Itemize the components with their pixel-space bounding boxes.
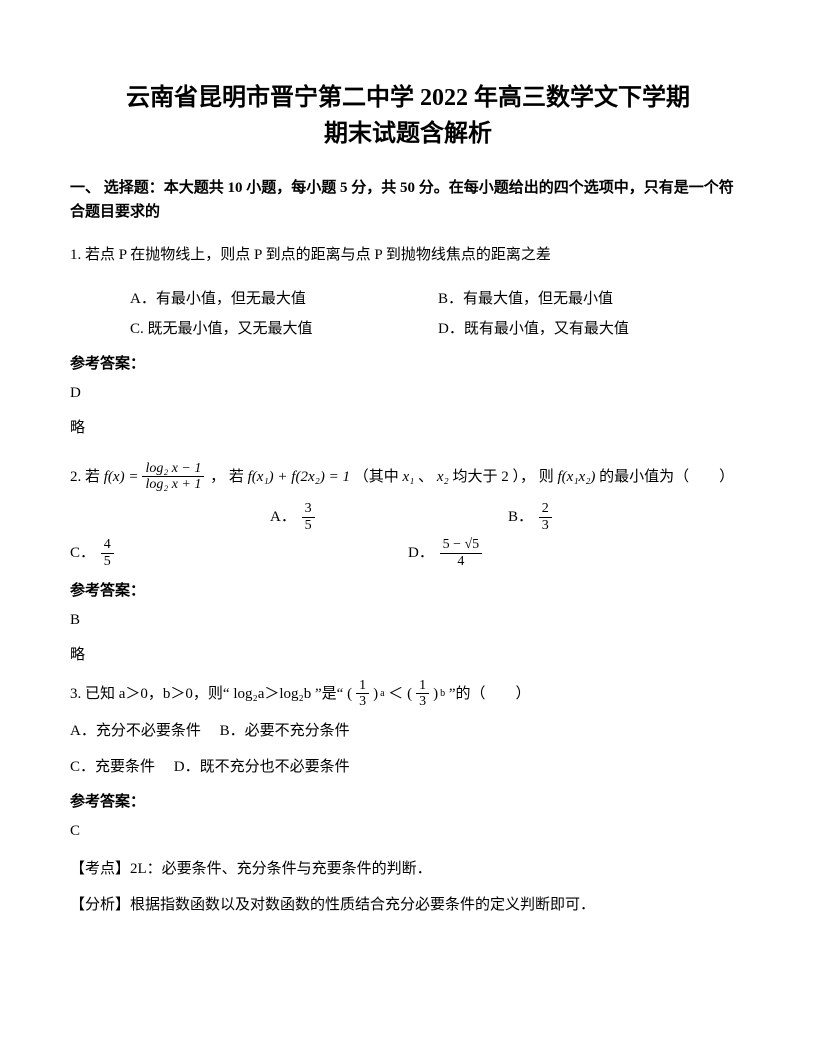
q2-frac-den: log₂ x + 1 [142,477,204,492]
q2-option-b: B． 2 3 [508,499,746,535]
q3-text: 3. 已知 a＞0，b＞0，则“ log₂a＞log₂b ”是“ ( 1 3 )… [70,678,746,710]
q2-options: A． 3 5 B． 2 3 C． 4 5 [70,499,746,571]
q2-optB-frac: 2 3 [539,501,552,533]
q1-option-b: B．有最大值，但无最小值 [438,284,746,314]
q1-answer-label: 参考答案： [70,352,746,373]
q3-prefix: 3. 已知 a＞0，b＞0，则“ log₂a＞log₂b ”是“ [70,686,347,702]
q2-sep: 、 [418,469,433,485]
q3-base-1: 1 3 [356,678,369,710]
q3-base-2: 1 3 [416,678,429,710]
q2-optA-den: 5 [302,518,315,533]
q2-option-d: D． 5 − √5 4 [408,535,746,571]
q1-text: 1. 若点 P 在抛物线上，则点 P 到点的距离与点 P 到抛物线焦点的距离之差 [70,240,746,270]
q3-options-line2: C．充要条件 D．既不充分也不必要条件 [70,752,746,782]
q2-optA-label: A． [270,509,296,525]
q2-func: f(x) = log₂ x − 1 log₂ x + 1 [104,461,207,493]
q3-answer-label: 参考答案： [70,790,746,811]
q2-mid3: 均大于 2 ）， 则 [452,469,557,485]
q2-frac-num: log₂ x − 1 [142,461,204,477]
q1-option-d: D．既有最小值，又有最大值 [438,314,746,344]
q3-option-d: D．既不充分也不必要条件 [174,759,350,775]
q2-optB-den: 3 [539,518,552,533]
q1-answer: D [70,385,746,402]
q2-x2: x₂ [437,469,449,485]
q2-prefix: 2. 若 [70,469,104,485]
q2-option-a: A． 3 5 [70,499,508,535]
q2-mid2: （其中 [354,469,403,485]
q3-base2-num: 1 [416,678,429,694]
q2-answer-label: 参考答案： [70,579,746,600]
q2-cond: f(x₁) + f(2x₂) = 1 [248,469,350,485]
q3-answer: C [70,823,746,840]
q2-optA-num: 3 [302,501,315,517]
q2-optD-frac: 5 − √5 4 [440,537,483,569]
q3-base1-den: 3 [356,694,369,709]
q3-lt: ＜ [388,686,407,702]
q2-optB-label: B． [508,509,533,525]
q1-option-a: A．有最小值，但无最大值 [130,284,438,314]
q2-option-c: C． 4 5 [70,535,408,571]
q2-optD-label: D． [408,545,434,561]
q2-x1: x₁ [402,469,414,485]
q3-expr-left: ( 1 3 )a [347,678,384,710]
q2-tail: 的最小值为（ ） [599,469,734,485]
q3-options-line1: A．充分不必要条件 B．必要不充分条件 [70,716,746,746]
q3-analysis: 【分析】根据指数函数以及对数函数的性质结合充分必要条件的定义判断即可． [70,890,746,920]
q3-base1-num: 1 [356,678,369,694]
q2-optC-den: 5 [101,554,114,569]
title-line-2: 期末试题含解析 [324,121,492,147]
q3-base2-den: 3 [416,694,429,709]
q3-option-a: A．充分不必要条件 [70,723,201,739]
q2-note: 略 [70,643,746,664]
q2-optD-num: 5 − √5 [440,537,483,553]
q2-optC-frac: 4 5 [101,537,114,569]
q2-func-lhs: f(x) = [104,462,139,492]
q2-optD-den: 4 [440,554,483,569]
q1-note: 略 [70,416,746,437]
section-heading: 一、 选择题：本大题共 10 小题，每小题 5 分，共 50 分。在每小题给出的… [70,176,746,224]
q3-point: 【考点】2L：必要条件、充分条件与充要条件的判断． [70,854,746,884]
q2-optC-label: C． [70,545,95,561]
q3-exp-b: b [440,684,445,704]
q2-answer: B [70,612,746,629]
q1-options-row2: C. 既无最小值，又无最大值 D．既有最小值，又有最大值 [70,314,746,344]
title-line-1: 云南省昆明市晋宁第二中学 2022 年高三数学文下学期 [126,85,690,111]
q1-options-row1: A．有最小值，但无最大值 B．有最大值，但无最小值 [70,284,746,314]
q3-exp-a: a [380,684,384,704]
q2-text: 2. 若 f(x) = log₂ x − 1 log₂ x + 1 ， 若 f(… [70,461,746,493]
q2-mid1: ， 若 [210,469,248,485]
q2-optB-num: 2 [539,501,552,517]
q3-suffix: ”的（ ） [449,686,531,702]
q2-target: f(x₁x₂) [558,469,596,485]
q3-option-b: B．必要不充分条件 [220,723,350,739]
q3-expr-right: ( 1 3 )b [407,678,445,710]
q3-option-c: C．充要条件 [70,759,155,775]
q2-optC-num: 4 [101,537,114,553]
q2-func-frac: log₂ x − 1 log₂ x + 1 [142,461,204,493]
page-title: 云南省昆明市晋宁第二中学 2022 年高三数学文下学期 期末试题含解析 [70,80,746,152]
q1-option-c: C. 既无最小值，又无最大值 [130,314,438,344]
q2-optA-frac: 3 5 [302,501,315,533]
